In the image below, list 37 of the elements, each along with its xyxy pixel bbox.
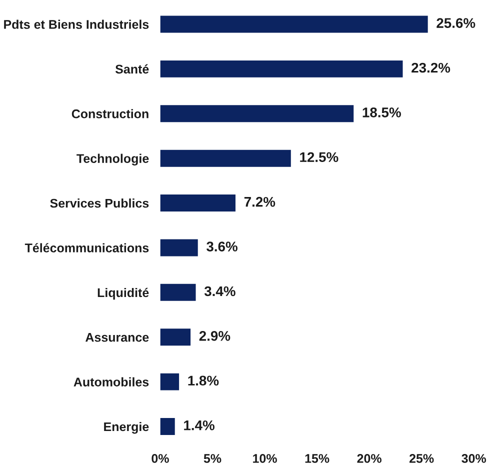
y-tick-label: Technologie	[76, 154, 149, 166]
data-label: 18.5%	[362, 108, 401, 118]
y-tick-label: Santé	[115, 64, 149, 74]
y-tick-label: Construction	[72, 109, 148, 118]
data-label: 1.4%	[184, 420, 214, 430]
bar	[160, 373, 180, 390]
bar	[160, 150, 291, 167]
bar	[160, 194, 236, 212]
data-label: 25.6%	[436, 18, 476, 28]
x-tick-label: 0%	[152, 454, 169, 463]
x-tick-label: 5%	[204, 454, 222, 463]
data-label: 1.8%	[188, 376, 219, 386]
data-label: 2.9%	[199, 331, 230, 341]
y-tick-label: Télécommunications	[24, 243, 149, 252]
y-tick-label: Energie	[104, 422, 149, 434]
data-label: 23.2%	[412, 62, 450, 73]
y-tick-label: Liquidité	[98, 288, 149, 300]
bar	[160, 239, 198, 256]
bar	[160, 16, 428, 33]
x-tick-label: 15%	[305, 454, 330, 463]
y-tick-label: Pdts et Biens Industriels	[4, 20, 149, 29]
bar	[160, 328, 191, 346]
bar	[160, 418, 175, 436]
bar	[160, 60, 403, 78]
bar	[160, 284, 196, 301]
y-tick-label: Assurance	[86, 333, 149, 342]
data-label: 3.6%	[206, 242, 238, 252]
x-tick-label: 10%	[253, 454, 277, 463]
data-label: 12.5%	[300, 152, 338, 162]
x-tick-label: 25%	[409, 454, 434, 463]
x-tick-label: 20%	[357, 454, 382, 463]
x-tick-label: 30%	[462, 454, 486, 463]
y-tick-label: Services Publics	[50, 198, 149, 208]
data-label: 7.2%	[244, 196, 276, 207]
data-label: 3.4%	[204, 286, 236, 296]
bar	[160, 105, 354, 122]
y-tick-label: Automobiles	[74, 377, 149, 386]
